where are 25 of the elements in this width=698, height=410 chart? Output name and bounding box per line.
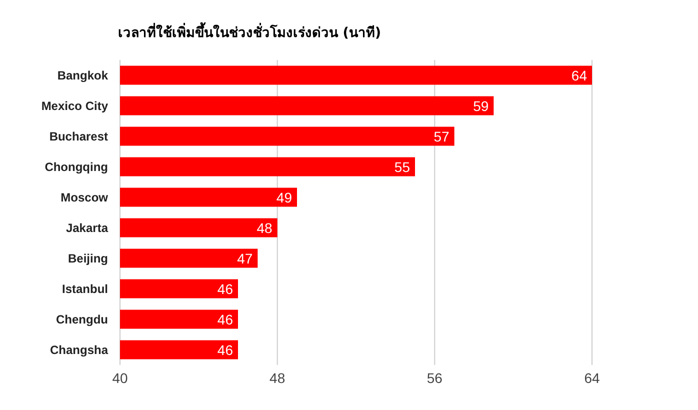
x-tick-label: 64 [584, 370, 600, 386]
data-label: 59 [473, 98, 489, 114]
data-label: 46 [217, 342, 234, 358]
data-label: 55 [394, 158, 410, 175]
data-label: 46 [217, 280, 234, 297]
y-tick-label: Moscow [60, 190, 109, 205]
x-tick-label: 56 [426, 370, 443, 386]
y-tick-label: Istanbul [62, 282, 108, 296]
y-tick-label: Mexico City [41, 99, 108, 114]
data-label: 57 [434, 128, 450, 144]
x-tick-label: 40 [112, 370, 128, 386]
y-tick-label: Beijing [68, 252, 108, 266]
data-label: 64 [571, 67, 588, 84]
y-tick-label: Jakarta [66, 221, 108, 236]
y-tick-label: Bangkok [57, 68, 108, 83]
x-tick-label: 48 [270, 370, 286, 386]
chart-title: เวลาที่ใช้เพิ่มขึ้นในช่วงชั่วโมงเร่งด่วน (นาที) [118, 21, 382, 43]
y-tick-label: Changsha [50, 343, 108, 358]
data-label: 46 [217, 311, 234, 328]
data-label: 48 [256, 220, 273, 236]
y-tick-label: Chengdu [56, 312, 108, 327]
data-label: 47 [237, 250, 253, 266]
y-tick-label: Bucharest [49, 130, 108, 144]
data-label: 49 [276, 189, 292, 206]
y-tick-label: Chongqing [44, 160, 108, 174]
